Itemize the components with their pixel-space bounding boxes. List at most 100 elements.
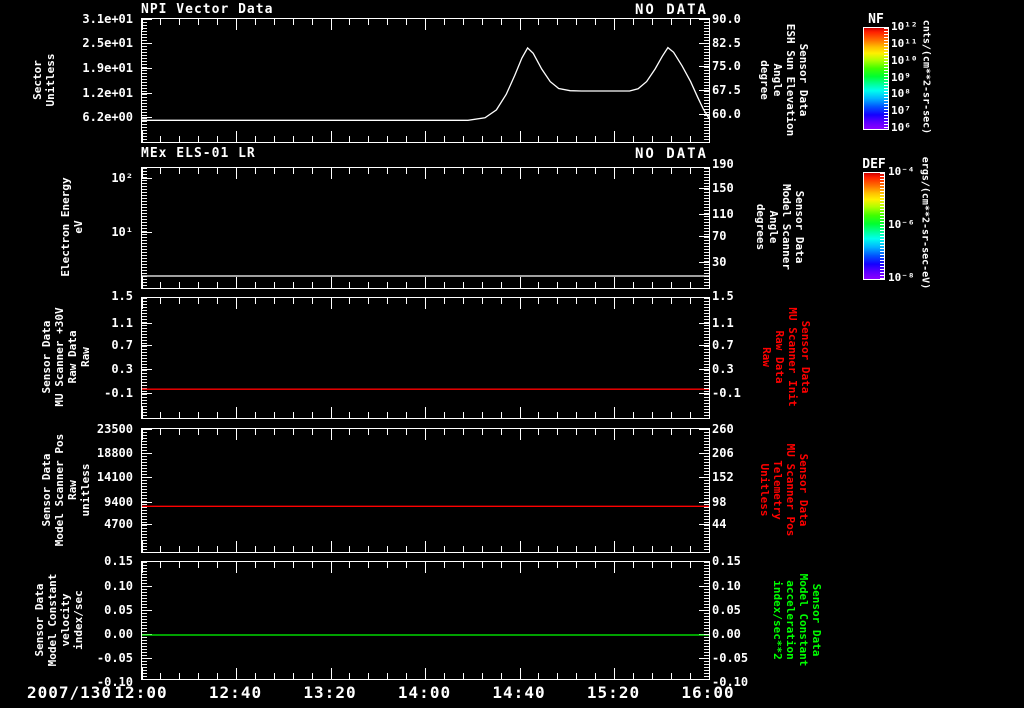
x-axis-time-label: 14:40 [492,683,546,702]
x-minor-tick-mark [670,282,672,288]
colorbar-tick-label: 10⁷ [891,104,911,118]
x-minor-tick-mark [500,298,502,304]
x-major-tick-mark [236,168,237,179]
y-tick-label-right: 0.15 [712,554,741,569]
x-minor-tick-mark [349,136,351,142]
y-tick-label-right: -0.10 [712,674,749,689]
y-tick-label-right: 0.7 [712,338,734,352]
x-minor-tick-mark [254,19,256,25]
x-major-tick-mark [614,407,615,418]
x-minor-tick-mark [349,168,351,174]
x-minor-tick-mark [273,412,275,418]
x-axis-time-label: 13:20 [303,683,357,702]
x-minor-tick-mark [406,168,408,174]
x-minor-tick-mark [576,136,578,142]
x-major-tick-mark [425,19,426,30]
y-tick-mark [142,502,152,504]
x-minor-tick-mark [254,562,256,568]
x-major-tick-mark [425,407,426,418]
x-minor-tick-mark [311,673,313,679]
y-axis-title-left: Electron Energy eV [59,177,85,277]
x-minor-tick-mark [443,429,445,435]
x-minor-tick-mark [179,136,181,142]
x-minor-tick-mark [500,412,502,418]
colorbar-tick-label: 10⁻⁸ [888,271,915,284]
x-minor-tick-mark [651,298,653,304]
x-minor-tick-mark [217,546,219,552]
x-minor-tick-mark [557,562,559,568]
y-tick-mark [142,610,152,612]
x-minor-tick-mark [651,136,653,142]
x-major-tick-mark [614,277,615,288]
y-tick-label-left: 18800 [96,446,133,461]
y-tick-mark [142,585,152,587]
x-minor-tick-mark [406,562,408,568]
x-minor-tick-mark [538,136,540,142]
x-minor-tick-mark [387,168,389,174]
x-minor-tick-mark [557,19,559,25]
y-axis-title-left: Sector Unitless [31,53,57,106]
y-tick-label-right: 190 [712,157,734,172]
x-major-tick-mark [236,429,237,440]
x-minor-tick-mark [368,412,370,418]
x-minor-tick-mark [311,168,313,174]
y-tick-label-right: 110 [712,207,734,222]
x-minor-tick-mark [292,136,294,142]
x-major-tick-mark [236,298,237,309]
x-minor-tick-mark [689,429,691,435]
x-minor-tick-mark [557,298,559,304]
y-tick-label-right: 1.5 [712,288,734,303]
y-tick-label-right: 90.0 [712,12,741,27]
x-minor-tick-mark [670,546,672,552]
x-minor-tick-mark [670,19,672,25]
x-major-tick-mark [330,298,332,309]
x-minor-tick-mark [651,562,653,568]
x-minor-tick-mark [670,562,672,568]
x-minor-tick-mark [179,546,181,552]
x-minor-tick-mark [387,673,389,679]
colorbar-def-title: DEF [862,157,886,172]
y-tick-label-left: 0.15 [104,554,133,569]
x-major-tick-mark [614,429,615,440]
x-minor-tick-mark [179,19,181,25]
colorbar-def-unit-label: ergs/(cm**2-sr-sec-eV) [919,156,931,290]
y-tick-label-left: -0.1 [104,385,133,400]
x-major-tick-mark [425,131,426,142]
y-tick-mark [142,18,152,20]
y-axis-title-left: Sensor Data Model Constant velocity inde… [33,573,85,666]
x-minor-tick-mark [462,546,464,552]
x-major-tick-mark [330,277,332,288]
x-minor-tick-mark [557,429,559,435]
x-major-tick-mark [519,131,521,142]
x-minor-tick-mark [538,546,540,552]
y-tick-label-left: 10¹ [111,225,133,240]
y-tick-label-left: -0.05 [96,650,133,665]
x-minor-tick-mark [160,673,162,679]
y-tick-label-right: 44 [712,516,727,531]
y-tick-label-left: 6.2e+00 [82,110,133,124]
x-minor-tick-mark [349,673,351,679]
x-minor-tick-mark [632,412,634,418]
panel1-no-data-status: NO DATA [634,2,708,18]
x-minor-tick-mark [481,136,483,142]
colorbar-nf [863,27,889,130]
colorbar-def [863,172,885,280]
x-major-tick-mark [141,298,143,309]
x-minor-tick-mark [595,168,597,174]
x-major-tick-mark [614,541,615,552]
y-axis-title-right: Sensor Data MU Scanner Init Raw Data Raw [760,307,812,407]
x-minor-tick-mark [406,19,408,25]
x-minor-tick-mark [595,673,597,679]
x-minor-tick-mark [311,429,313,435]
y-tick-mark [142,232,152,234]
x-minor-tick-mark [254,546,256,552]
x-minor-tick-mark [557,282,559,288]
y-tick-label-right: 0.05 [712,603,741,618]
x-major-tick-mark [708,407,710,418]
x-minor-tick-mark [368,562,370,568]
x-major-tick-mark [330,429,332,440]
x-minor-tick-mark [292,546,294,552]
x-minor-tick-mark [576,562,578,568]
x-minor-tick-mark [406,429,408,435]
x-minor-tick-mark [160,19,162,25]
